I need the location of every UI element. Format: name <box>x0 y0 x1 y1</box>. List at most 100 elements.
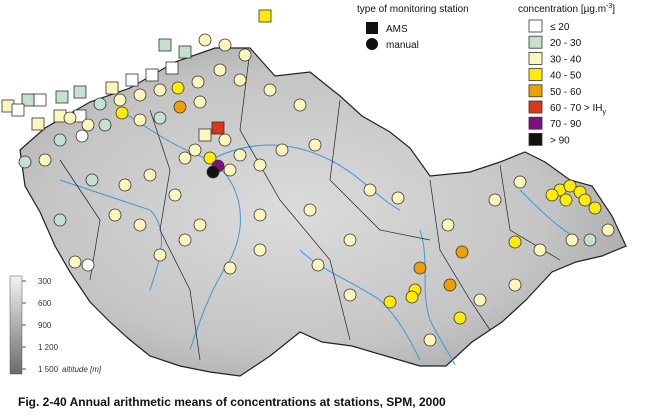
station-manual <box>153 248 167 262</box>
legend-symbol <box>366 22 378 34</box>
legend-label: 30 - 40 <box>550 54 582 65</box>
station-manual <box>423 333 437 347</box>
station-manual <box>75 129 89 143</box>
legend-label-part: 40 - 50 <box>550 71 582 82</box>
caption: Fig. 2-40 Annual arithmetic means of con… <box>18 395 446 409</box>
legend-label: 60 - 70 > IHy <box>550 103 607 116</box>
station-ams <box>125 73 139 87</box>
district-borders <box>59 49 561 361</box>
station-manual <box>108 208 122 222</box>
station-ams <box>33 93 47 107</box>
station-manual <box>533 243 547 257</box>
legend-label: 50 - 60 <box>550 87 582 98</box>
altitude-scale <box>9 275 23 375</box>
altitude-label: 1 200 <box>38 343 59 352</box>
station-manual <box>193 218 207 232</box>
station-manual <box>85 173 99 187</box>
station-manual <box>118 178 132 192</box>
station-manual <box>133 218 147 232</box>
station-ams <box>211 121 225 135</box>
station-manual <box>191 75 205 89</box>
station-ams <box>258 9 272 23</box>
legend-label: manual <box>386 40 419 51</box>
legend-label-part: 60 - 70 > IH <box>550 103 603 114</box>
station-manual <box>178 151 192 165</box>
legend-title-part: ] <box>612 4 615 15</box>
legend-title-part: concentration [µg.m <box>518 4 606 15</box>
station-manual <box>171 81 185 95</box>
station-ams <box>165 61 179 75</box>
station-manual <box>413 261 427 275</box>
legend-label-part: > 90 <box>550 135 570 146</box>
legend-swatch <box>528 100 543 114</box>
station-manual <box>383 295 397 309</box>
station-manual <box>115 106 129 120</box>
station-manual <box>563 179 577 193</box>
station-manual <box>63 111 77 125</box>
station-manual <box>188 143 202 157</box>
legend-swatch <box>528 19 543 33</box>
station-manual <box>545 188 559 202</box>
station-manual <box>198 33 212 47</box>
station-manual <box>343 288 357 302</box>
station-manual <box>113 93 127 107</box>
legend-title: type of monitoring station <box>357 4 469 15</box>
legend-label: 20 - 30 <box>550 38 582 49</box>
altitude-label: 600 <box>38 299 52 308</box>
legend-label-part: 30 - 40 <box>550 54 582 65</box>
station-manual <box>473 293 487 307</box>
station-manual <box>443 278 457 292</box>
station-manual <box>223 163 237 177</box>
station-manual <box>173 100 187 114</box>
legend-label-part: 20 - 30 <box>550 38 582 49</box>
legend-label: AMS <box>386 24 408 35</box>
station-manual <box>253 208 267 222</box>
station-manual <box>68 255 82 269</box>
station-manual <box>206 165 220 179</box>
legend-label-part: 50 - 60 <box>550 87 582 98</box>
station-manual <box>168 188 182 202</box>
station-ams <box>105 81 119 95</box>
station-ams <box>178 45 192 59</box>
station-manual <box>601 223 615 237</box>
station-manual <box>293 98 307 112</box>
station-manual <box>98 118 112 132</box>
rivers <box>59 109 581 366</box>
station-manual <box>223 261 237 275</box>
station-manual <box>143 168 157 182</box>
station-manual <box>18 155 32 169</box>
legend-label: 40 - 50 <box>550 71 582 82</box>
station-ams <box>21 93 35 107</box>
station-manual <box>583 233 597 247</box>
station-manual <box>81 258 95 272</box>
station-manual <box>363 183 377 197</box>
station-manual <box>311 258 325 272</box>
station-manual <box>233 73 247 87</box>
legend-label-sub: y <box>603 109 607 116</box>
legend-label-part: 70 - 90 <box>550 119 582 130</box>
legend-swatch <box>528 68 543 81</box>
legend-symbol <box>366 38 378 50</box>
station-manual <box>53 213 67 227</box>
station-manual <box>253 243 267 257</box>
station-manual <box>308 138 322 152</box>
station-ams <box>31 117 45 131</box>
altitude-title: altitude [m] <box>62 365 102 374</box>
station-manual <box>455 245 469 259</box>
station-manual <box>343 233 357 247</box>
station-manual <box>133 88 147 102</box>
station-manual <box>153 111 167 125</box>
legend-swatch <box>528 84 543 98</box>
station-manual <box>153 83 167 97</box>
station-ams <box>11 103 25 117</box>
station-ams <box>55 90 69 104</box>
station-manual <box>559 193 573 207</box>
station-manual <box>508 235 522 249</box>
station-manual <box>303 203 317 217</box>
legend-title-sup: -3 <box>606 3 612 10</box>
legend-label: 70 - 90 <box>550 119 582 130</box>
station-ams <box>145 68 159 82</box>
station-manual <box>275 143 289 157</box>
station-manual <box>218 38 232 52</box>
station-manual <box>405 290 419 304</box>
